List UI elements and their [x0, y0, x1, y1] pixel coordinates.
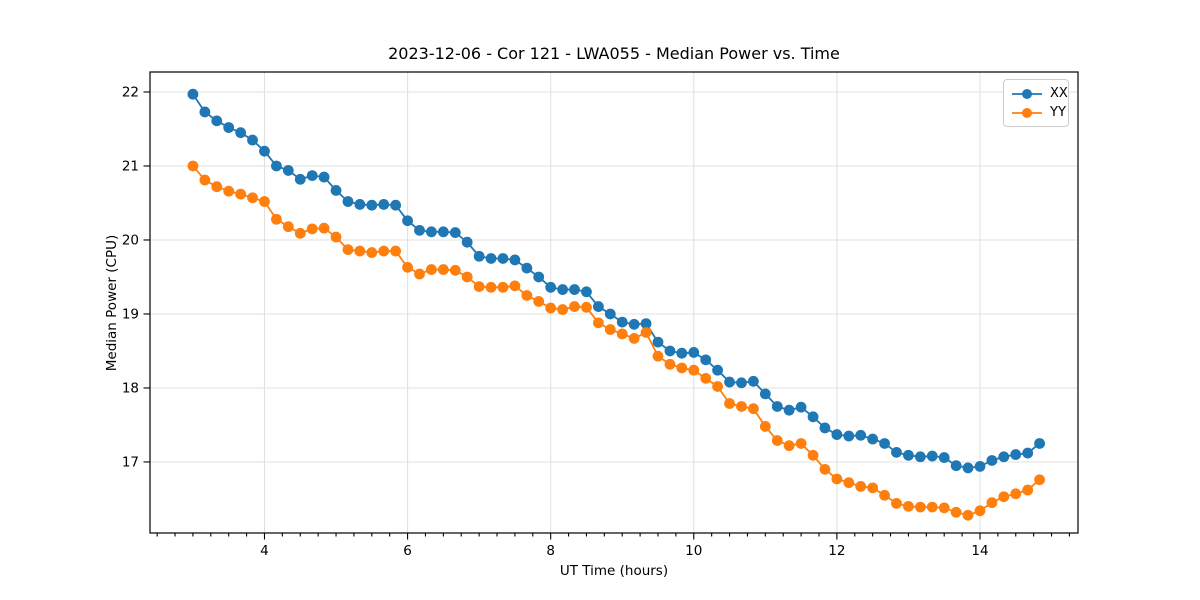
svg-text:17: 17 — [122, 454, 139, 470]
x-axis-label: UT Time (hours) — [559, 563, 669, 579]
tick-labels: 4 6 8 10 12 14 17 18 19 20 21 22 — [122, 84, 989, 559]
legend-swatch-xx — [1012, 88, 1042, 99]
svg-text:21: 21 — [122, 158, 139, 174]
y-axis-label: Median Power (CPU) — [104, 234, 120, 372]
series-xx — [187, 88, 1045, 474]
svg-text:6: 6 — [403, 543, 412, 559]
svg-text:18: 18 — [122, 380, 139, 396]
series-yy — [187, 160, 1045, 521]
grid — [150, 72, 1078, 533]
legend-item-xx: XX — [1010, 84, 1068, 103]
chart-title: 2023-12-06 - Cor 121 - LWA055 - Median P… — [388, 44, 840, 63]
svg-text:22: 22 — [122, 84, 139, 100]
svg-text:12: 12 — [828, 543, 845, 559]
svg-text:14: 14 — [971, 543, 988, 559]
legend-label-xx: XX — [1050, 86, 1068, 101]
legend: XX YY — [1003, 79, 1069, 127]
legend-item-yy: YY — [1010, 103, 1066, 122]
svg-text:19: 19 — [122, 306, 139, 322]
svg-text:10: 10 — [685, 543, 702, 559]
plot-border — [149, 71, 1079, 534]
svg-text:20: 20 — [122, 232, 139, 248]
svg-text:4: 4 — [260, 543, 269, 559]
legend-swatch-yy — [1012, 107, 1042, 118]
svg-text:8: 8 — [546, 543, 555, 559]
legend-label-yy: YY — [1050, 105, 1066, 120]
